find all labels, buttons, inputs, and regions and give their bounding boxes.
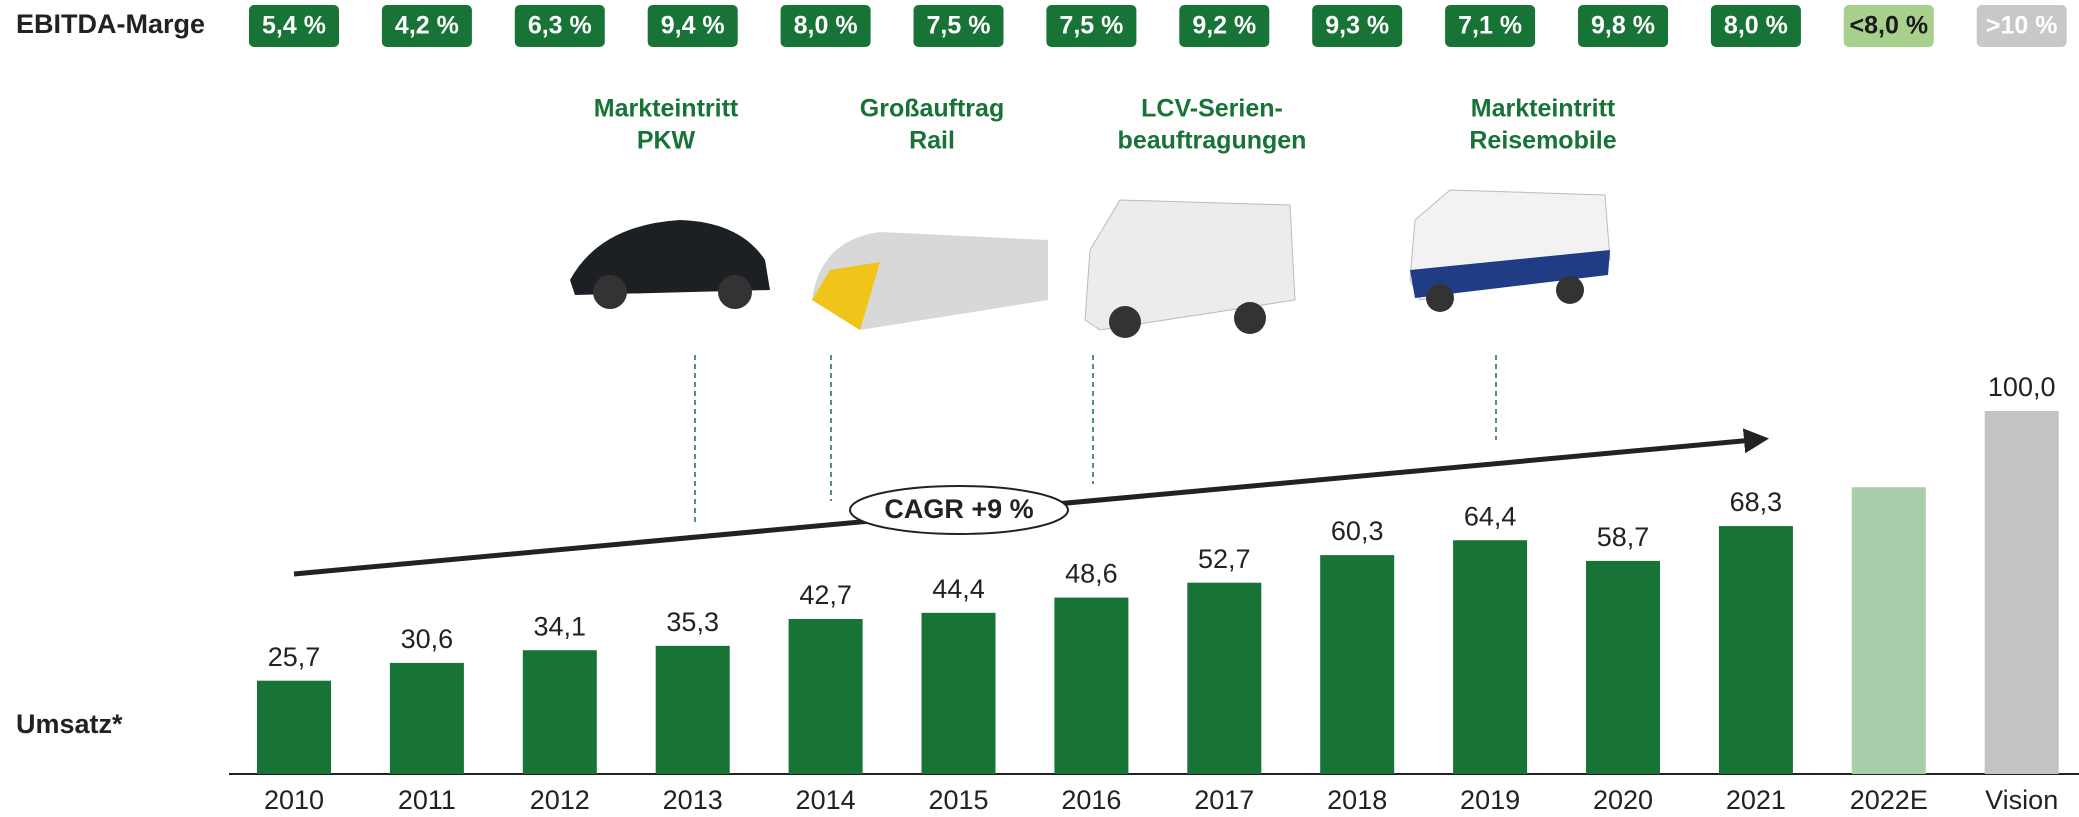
x-tick-label: 2016: [1061, 785, 1121, 815]
bar: [1453, 540, 1528, 774]
x-tick-label: 2012: [530, 785, 590, 815]
annotation: Rail: [909, 127, 955, 155]
ebitda-badge: [1976, 5, 2067, 47]
ebitda-badge: [913, 5, 1004, 47]
annotation: Markteintritt: [594, 95, 739, 123]
ebitda-value: 4,2 %: [395, 12, 459, 40]
ebitda-badge: [1843, 5, 1934, 47]
bar: [1851, 487, 1926, 774]
bar: [1984, 411, 2059, 774]
bar: [1586, 560, 1660, 774]
bar: [1187, 582, 1262, 774]
bar: [389, 662, 464, 774]
x-tick-label: 2011: [398, 785, 456, 815]
value-label: 44,4: [932, 574, 985, 604]
cagr-ellipse: [849, 485, 1069, 535]
ebitda-value: 7,5 %: [927, 12, 991, 40]
y-label: Umsatz*: [16, 709, 123, 739]
ebitda-badge: [1179, 5, 1270, 47]
annotation: LCV-Serien-: [1141, 95, 1283, 123]
x-tick-label: 2019: [1460, 785, 1520, 815]
value-label: 100,0: [1988, 372, 2056, 402]
x-tick-label: 2017: [1194, 785, 1254, 815]
ebitda-value: 9,2 %: [1192, 12, 1256, 40]
cagr-label: CAGR +9 %: [884, 494, 1033, 524]
ebitda-badge: [514, 5, 605, 47]
value-label: 52,7: [1198, 544, 1251, 574]
value-label: 30,6: [401, 624, 454, 654]
ebitda-badge: [1046, 5, 1137, 47]
x-tick-label: 2020: [1593, 785, 1653, 815]
value-label: 58,7: [1597, 522, 1650, 552]
bar: [1718, 526, 1793, 774]
value-label: 35,3: [666, 607, 719, 637]
ebitda-value: 7,5 %: [1059, 12, 1123, 40]
ebitda-value: 9,8 %: [1591, 12, 1655, 40]
value-label: 48,6: [1065, 559, 1118, 589]
x-tick-label: 2018: [1327, 785, 1387, 815]
bar: [522, 650, 597, 774]
bar: [257, 680, 331, 774]
bar: [921, 612, 996, 774]
x-tick-label: 2015: [928, 785, 988, 815]
x-tick-label: 2014: [796, 785, 856, 815]
ebitda-value: 9,3 %: [1325, 12, 1389, 40]
annotation: PKW: [637, 127, 696, 155]
x-tick-label: 2013: [663, 785, 723, 815]
annotation: Reisemobile: [1469, 127, 1616, 155]
value-label: 60,3: [1331, 516, 1384, 546]
value-label: 34,1: [534, 611, 587, 641]
value-label: 25,7: [268, 642, 321, 672]
bar: [1320, 555, 1395, 774]
bar: [1054, 597, 1129, 774]
ebitda-value: <8,0 %: [1850, 12, 1929, 40]
ebitda-badge: [1445, 5, 1536, 47]
ebitda-badge: [249, 5, 339, 47]
ebitda-value: 9,4 %: [661, 12, 725, 40]
bar: [655, 645, 730, 774]
ebitda-value: 7,1 %: [1458, 12, 1522, 40]
ebitda-value: >10 %: [1986, 12, 2058, 40]
ebitda-value: 8,0 %: [1724, 12, 1788, 40]
ebitda-badge: [1710, 5, 1801, 47]
annotation: Markteintritt: [1471, 95, 1616, 123]
vehicle-images: [570, 189, 1611, 338]
ebitda-badge: [381, 5, 472, 47]
ebitda-label: EBITDA-Marge: [16, 9, 205, 39]
x-tick-label: 2022E: [1850, 785, 1928, 815]
value-label: 68,3: [1730, 487, 1783, 517]
ebitda-badge: [780, 5, 871, 47]
value-label: 42,7: [799, 580, 852, 610]
bar: [788, 618, 863, 774]
x-tick-label: 2010: [264, 785, 324, 815]
ebitda-badge: [647, 5, 738, 47]
ebitda-value: 6,3 %: [528, 12, 592, 40]
ebitda-value: 8,0 %: [794, 12, 858, 40]
ebitda-value: 5,4 %: [262, 12, 326, 40]
annotation: beauftragungen: [1118, 127, 1307, 155]
annotation: Großauftrag: [860, 95, 1004, 123]
x-tick-label: 2021: [1726, 785, 1786, 815]
value-label: 64,4: [1464, 501, 1517, 531]
x-tick-label: Vision: [1985, 785, 2058, 815]
ebitda-badge: [1578, 5, 1668, 47]
ebitda-badge: [1312, 5, 1403, 47]
